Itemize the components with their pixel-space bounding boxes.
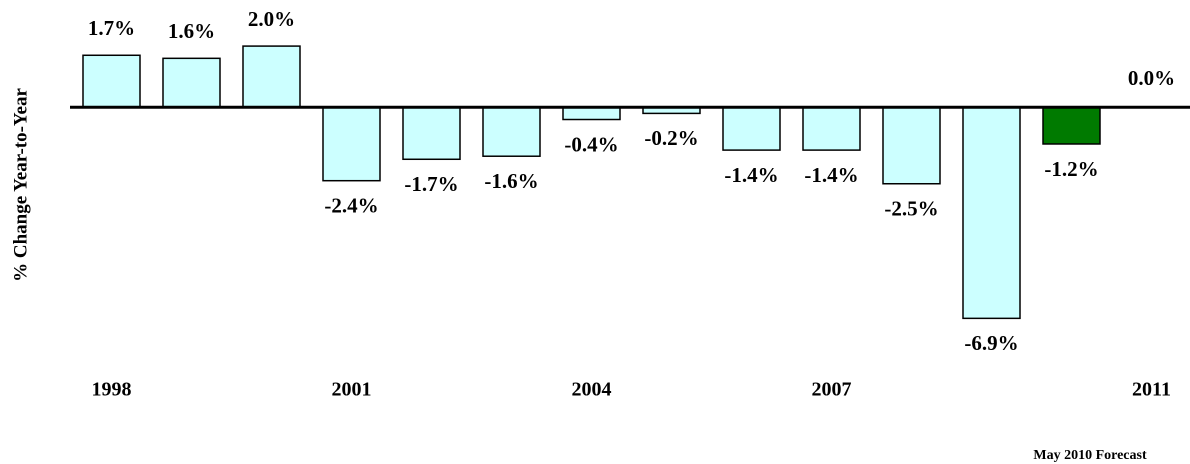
y-axis-label: % Change Year-to-Year	[10, 88, 31, 282]
value-label: -0.2%	[644, 126, 698, 150]
value-label: -1.2%	[1044, 157, 1098, 181]
footnote: May 2010 Forecast	[1033, 448, 1147, 463]
value-label: -2.4%	[324, 194, 378, 218]
bar	[722, 106, 781, 151]
value-label: 0.0%	[1128, 66, 1175, 90]
x-tick-label: 2011	[1132, 379, 1171, 401]
value-label: -1.7%	[404, 172, 458, 196]
bar	[802, 106, 861, 151]
bar	[962, 106, 1021, 320]
x-tick-label: 2001	[332, 379, 372, 401]
x-tick-label: 1998	[92, 379, 132, 401]
bar	[82, 54, 141, 109]
value-label: -1.4%	[724, 163, 778, 187]
x-tick-label: 2007	[812, 379, 852, 401]
value-label: 1.6%	[168, 19, 215, 43]
value-label: -6.9%	[964, 331, 1018, 355]
value-label: -2.5%	[884, 197, 938, 221]
value-label: 2.0%	[248, 7, 295, 31]
bar	[482, 106, 541, 157]
bar	[882, 106, 941, 185]
bar	[162, 57, 221, 109]
bar	[1042, 106, 1101, 145]
value-label: 1.7%	[88, 16, 135, 40]
value-label: -0.4%	[564, 132, 618, 156]
bar	[562, 106, 621, 121]
value-label: -1.4%	[804, 163, 858, 187]
x-tick-label: 2004	[572, 379, 612, 401]
bar	[322, 106, 381, 182]
bar	[402, 106, 461, 161]
value-label: -1.6%	[484, 169, 538, 193]
bar	[242, 45, 301, 109]
